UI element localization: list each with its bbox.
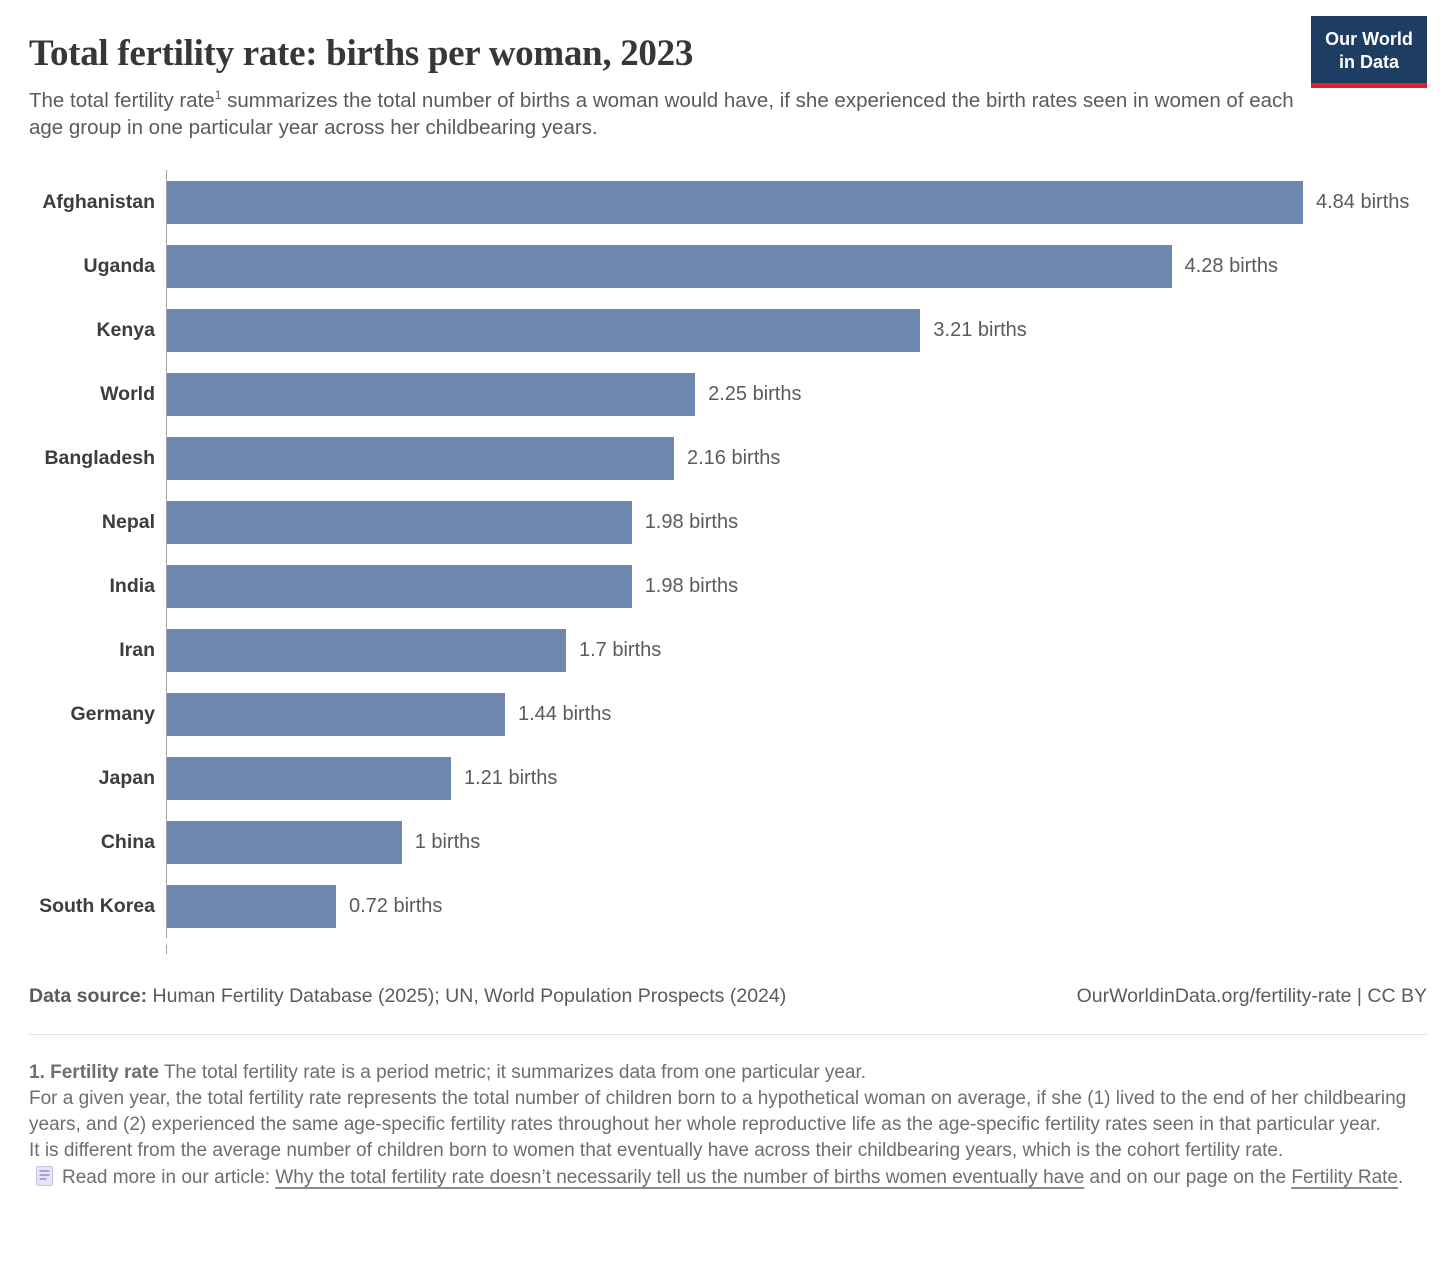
bar-track: 1.44 births bbox=[166, 682, 1427, 747]
bar[interactable] bbox=[167, 628, 566, 672]
data-source-label: Data source: bbox=[29, 985, 148, 1008]
bar[interactable] bbox=[167, 756, 451, 800]
chart-rows: Afghanistan 4.84 births Uganda 4.28 birt… bbox=[29, 170, 1427, 945]
fertility-rate-link[interactable]: Fertility Rate bbox=[1291, 1167, 1398, 1189]
bar-track: 1.98 births bbox=[166, 490, 1427, 555]
bar[interactable] bbox=[167, 436, 674, 480]
value-label: 0.72 births bbox=[349, 894, 443, 917]
article-link[interactable]: Why the total fertility rate doesn’t nec… bbox=[275, 1167, 1085, 1189]
y-axis-line bbox=[166, 945, 1427, 955]
value-label: 2.25 births bbox=[708, 382, 802, 405]
category-label: Iran bbox=[119, 638, 155, 661]
source-row: Data source: Human Fertility Database (2… bbox=[29, 985, 1427, 1008]
chart-row: Nepal 1.98 births bbox=[29, 490, 1427, 555]
category-label: Afghanistan bbox=[42, 190, 155, 213]
category-label: South Korea bbox=[39, 894, 155, 917]
chart-row: China 1 births bbox=[29, 810, 1427, 875]
chart-row: Afghanistan 4.84 births bbox=[29, 170, 1427, 235]
footnote-reference: 1 bbox=[214, 88, 222, 103]
bar[interactable] bbox=[167, 500, 632, 544]
bar-track: 1.98 births bbox=[166, 554, 1427, 619]
attribution: OurWorldinData.org/fertility-rate | CC B… bbox=[1076, 985, 1427, 1008]
category-label: Bangladesh bbox=[44, 446, 155, 469]
chart-row: World 2.25 births bbox=[29, 362, 1427, 427]
category-label: China bbox=[100, 830, 155, 853]
category-label: World bbox=[100, 382, 155, 405]
footnote-para3: It is different from the average number … bbox=[29, 1140, 1284, 1162]
chart-row: Japan 1.21 births bbox=[29, 746, 1427, 811]
chart-row: South Korea 0.72 births bbox=[29, 874, 1427, 939]
value-label: 4.84 births bbox=[1316, 190, 1410, 213]
read-more-line: Read more in our article: Why the total … bbox=[29, 1165, 1427, 1191]
category-label: Japan bbox=[98, 766, 155, 789]
bar-track: 4.84 births bbox=[166, 170, 1427, 235]
chart-subtitle: The total fertility rate1 summarizes the… bbox=[29, 87, 1294, 141]
bar[interactable] bbox=[167, 372, 696, 416]
bar-track: 1.21 births bbox=[166, 746, 1427, 811]
value-label: 2.16 births bbox=[687, 446, 781, 469]
page-title: Total fertility rate: births per woman, … bbox=[29, 33, 694, 74]
chart-header: Total fertility rate: births per woman, … bbox=[29, 16, 1427, 141]
document-icon bbox=[36, 1166, 53, 1187]
data-source: Data source: Human Fertility Database (2… bbox=[29, 985, 786, 1008]
value-label: 3.21 births bbox=[933, 318, 1027, 341]
read-more-middle: and on our page on the bbox=[1084, 1167, 1292, 1189]
chart-row: Germany 1.44 births bbox=[29, 682, 1427, 747]
value-label: 1.7 births bbox=[579, 638, 662, 661]
logo-text-line2: in Data bbox=[1338, 51, 1399, 72]
bar[interactable] bbox=[167, 820, 402, 864]
footnote-term: 1. Fertility rate bbox=[29, 1062, 159, 1084]
category-label: India bbox=[109, 574, 155, 597]
bar[interactable] bbox=[167, 564, 632, 608]
bar-track: 1 births bbox=[166, 810, 1427, 875]
bar-track: 4.28 births bbox=[166, 234, 1427, 299]
chart-row: India 1.98 births bbox=[29, 554, 1427, 619]
value-label: 1.98 births bbox=[644, 510, 739, 533]
subtitle-text: The total fertility rate bbox=[29, 89, 215, 112]
read-more-prefix: Read more in our article: bbox=[62, 1167, 276, 1189]
footnote-para2: For a given year, the total fertility ra… bbox=[29, 1088, 1407, 1136]
logo-text-line1: Our World bbox=[1325, 29, 1413, 49]
bar-chart: Afghanistan 4.84 births Uganda 4.28 birt… bbox=[29, 170, 1427, 955]
value-label: 1.21 births bbox=[464, 766, 558, 789]
footnote-paragraph: 1. Fertility rate The total fertility ra… bbox=[29, 1060, 1427, 1164]
footnote: 1. Fertility rate The total fertility ra… bbox=[29, 1060, 1427, 1191]
footnote-line1: The total fertility rate is a period met… bbox=[158, 1062, 867, 1084]
bar-track: 1.7 births bbox=[166, 618, 1427, 683]
bar-track: 3.21 births bbox=[166, 298, 1427, 363]
value-label: 1.98 births bbox=[644, 574, 739, 597]
category-label: Nepal bbox=[101, 510, 155, 533]
chart-row: Iran 1.7 births bbox=[29, 618, 1427, 683]
bar-track: 2.25 births bbox=[166, 362, 1427, 427]
bar[interactable] bbox=[167, 244, 1172, 288]
chart-row: Bangladesh 2.16 births bbox=[29, 426, 1427, 491]
data-source-value: Human Fertility Database (2025); UN, Wor… bbox=[147, 985, 787, 1008]
bar[interactable] bbox=[167, 180, 1303, 224]
category-label: Kenya bbox=[96, 318, 155, 341]
value-label: 1 births bbox=[414, 830, 481, 853]
title-row: Total fertility rate: births per woman, … bbox=[29, 16, 1427, 88]
category-label: Germany bbox=[70, 702, 155, 725]
category-label: Uganda bbox=[83, 254, 155, 277]
value-label: 1.44 births bbox=[518, 702, 612, 725]
bar-track: 0.72 births bbox=[166, 874, 1427, 939]
bar[interactable] bbox=[167, 308, 921, 352]
chart-row: Kenya 3.21 births bbox=[29, 298, 1427, 363]
bar[interactable] bbox=[167, 884, 336, 928]
divider bbox=[29, 1034, 1427, 1036]
subtitle-text-cont: summarizes the total number of births a … bbox=[29, 89, 1294, 140]
chart-footer: Data source: Human Fertility Database (2… bbox=[29, 985, 1427, 1191]
chart-row: Uganda 4.28 births bbox=[29, 234, 1427, 299]
bar-track: 2.16 births bbox=[166, 426, 1427, 491]
read-more-suffix: . bbox=[1397, 1167, 1404, 1189]
owid-logo: Our World in Data bbox=[1311, 16, 1427, 88]
value-label: 4.28 births bbox=[1184, 254, 1278, 277]
bar[interactable] bbox=[167, 692, 505, 736]
